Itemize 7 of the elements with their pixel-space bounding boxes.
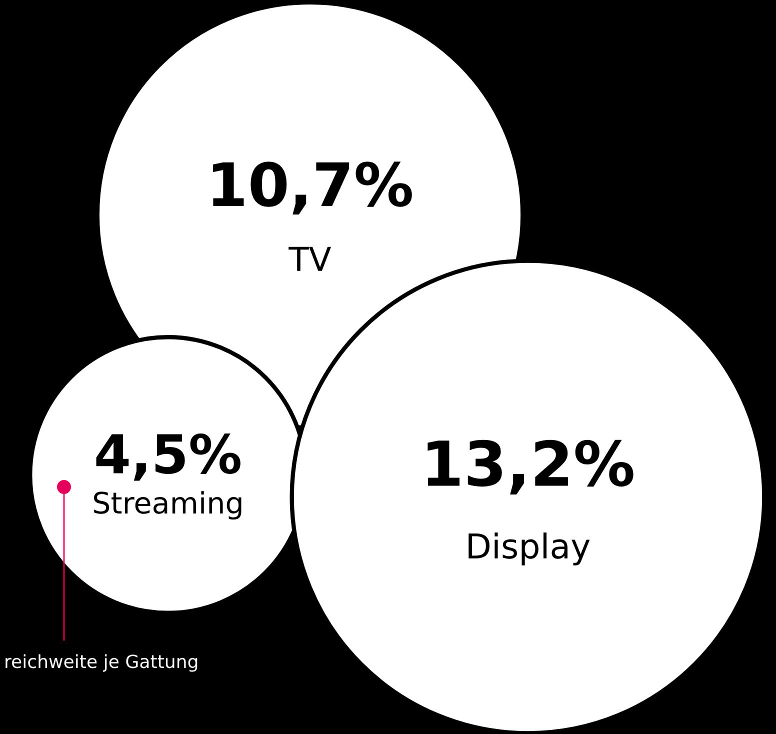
data-label: 10,7% (212, 162, 412, 214)
category-label: TV (288, 246, 332, 271)
category-label: Display (468, 532, 590, 566)
category-label: Streaming (94, 491, 242, 520)
data-label: 4,5% (96, 434, 240, 481)
text: reichweite je Gattung (6, 654, 198, 672)
data-label: 13,2% (428, 440, 634, 495)
